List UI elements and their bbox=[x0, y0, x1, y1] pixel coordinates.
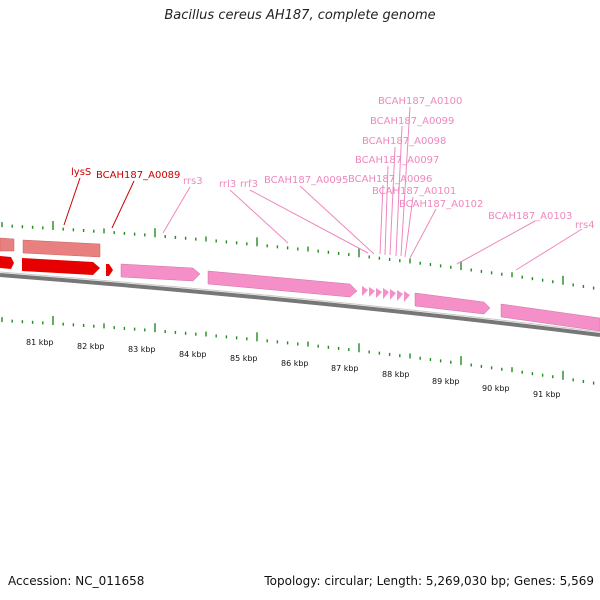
gene-feature[interactable] bbox=[500, 303, 600, 332]
gene-feature[interactable] bbox=[414, 292, 491, 315]
kbp-label: 91 kbp bbox=[533, 390, 561, 399]
kbp-label: 89 kbp bbox=[432, 377, 460, 386]
gene-feature[interactable] bbox=[0, 237, 15, 252]
label-callouts bbox=[63, 106, 583, 271]
kbp-label: 88 kbp bbox=[382, 370, 410, 379]
genome-stats-label: Topology: circular; Length: 5,269,030 bp… bbox=[264, 574, 594, 588]
kbp-label: 87 kbp bbox=[331, 364, 359, 373]
gene-feature[interactable] bbox=[404, 291, 410, 302]
gene-feature[interactable] bbox=[390, 289, 396, 300]
backbone-highlight bbox=[0, 271, 600, 333]
kbp-scale-labels: 81 kbp 82 kbp 83 kbp 84 kbp 85 kbp 86 kb… bbox=[26, 338, 561, 399]
feature-label[interactable]: BCAH187_A0097 bbox=[355, 155, 439, 166]
kbp-label: 83 kbp bbox=[128, 345, 156, 354]
kbp-label: 84 kbp bbox=[179, 350, 207, 359]
kbp-label: 81 kbp bbox=[26, 338, 54, 347]
feature-label[interactable]: rrf3 bbox=[240, 179, 258, 190]
gene-feature[interactable] bbox=[207, 270, 358, 298]
feature-label[interactable]: BCAH187_A0095 bbox=[264, 175, 348, 186]
gene-feature[interactable] bbox=[369, 287, 375, 297]
genome-backbone bbox=[0, 273, 600, 337]
feature-label[interactable]: BCAH187_A0101 bbox=[372, 186, 456, 197]
gene-feature[interactable] bbox=[120, 263, 201, 282]
kbp-label: 82 kbp bbox=[77, 342, 105, 351]
feature-label[interactable]: BCAH187_A0102 bbox=[399, 199, 483, 210]
reverse-strand-genes bbox=[0, 237, 101, 258]
accession-label: Accession: NC_011658 bbox=[8, 574, 145, 588]
map-title: Bacillus cereus AH187, complete genome bbox=[164, 8, 436, 23]
kbp-label: 85 kbp bbox=[230, 354, 258, 363]
gene-feature[interactable] bbox=[22, 239, 101, 258]
forward-strand-genes bbox=[0, 256, 600, 332]
feature-label[interactable]: BCAH187_A0089 bbox=[96, 170, 180, 181]
feature-labels: lysS BCAH187_A0089 rrs3 rrl3 rrf3 BCAH18… bbox=[71, 96, 595, 231]
gene-feature[interactable] bbox=[106, 264, 113, 276]
gene-feature[interactable] bbox=[0, 256, 14, 269]
gene-feature[interactable] bbox=[362, 286, 368, 296]
kbp-label: 90 kbp bbox=[482, 384, 510, 393]
gene-feature[interactable] bbox=[22, 258, 100, 275]
gene-feature[interactable] bbox=[376, 288, 382, 298]
feature-label[interactable]: rrs3 bbox=[183, 176, 203, 187]
lower-tick-ring bbox=[1, 316, 595, 385]
feature-label[interactable]: rrs4 bbox=[575, 220, 595, 231]
feature-label[interactable]: BCAH187_A0103 bbox=[488, 211, 572, 222]
feature-label[interactable]: BCAH187_A0100 bbox=[378, 96, 462, 107]
upper-tick-ring bbox=[1, 221, 595, 290]
feature-label[interactable]: lysS bbox=[71, 167, 91, 178]
kbp-label: 86 kbp bbox=[281, 359, 309, 368]
gene-feature[interactable] bbox=[383, 288, 389, 299]
feature-label[interactable]: BCAH187_A0096 bbox=[348, 174, 432, 185]
feature-label[interactable]: BCAH187_A0099 bbox=[370, 116, 454, 127]
feature-label[interactable]: rrl3 bbox=[219, 179, 236, 190]
feature-label[interactable]: BCAH187_A0098 bbox=[362, 136, 446, 147]
gene-feature[interactable] bbox=[397, 290, 403, 301]
